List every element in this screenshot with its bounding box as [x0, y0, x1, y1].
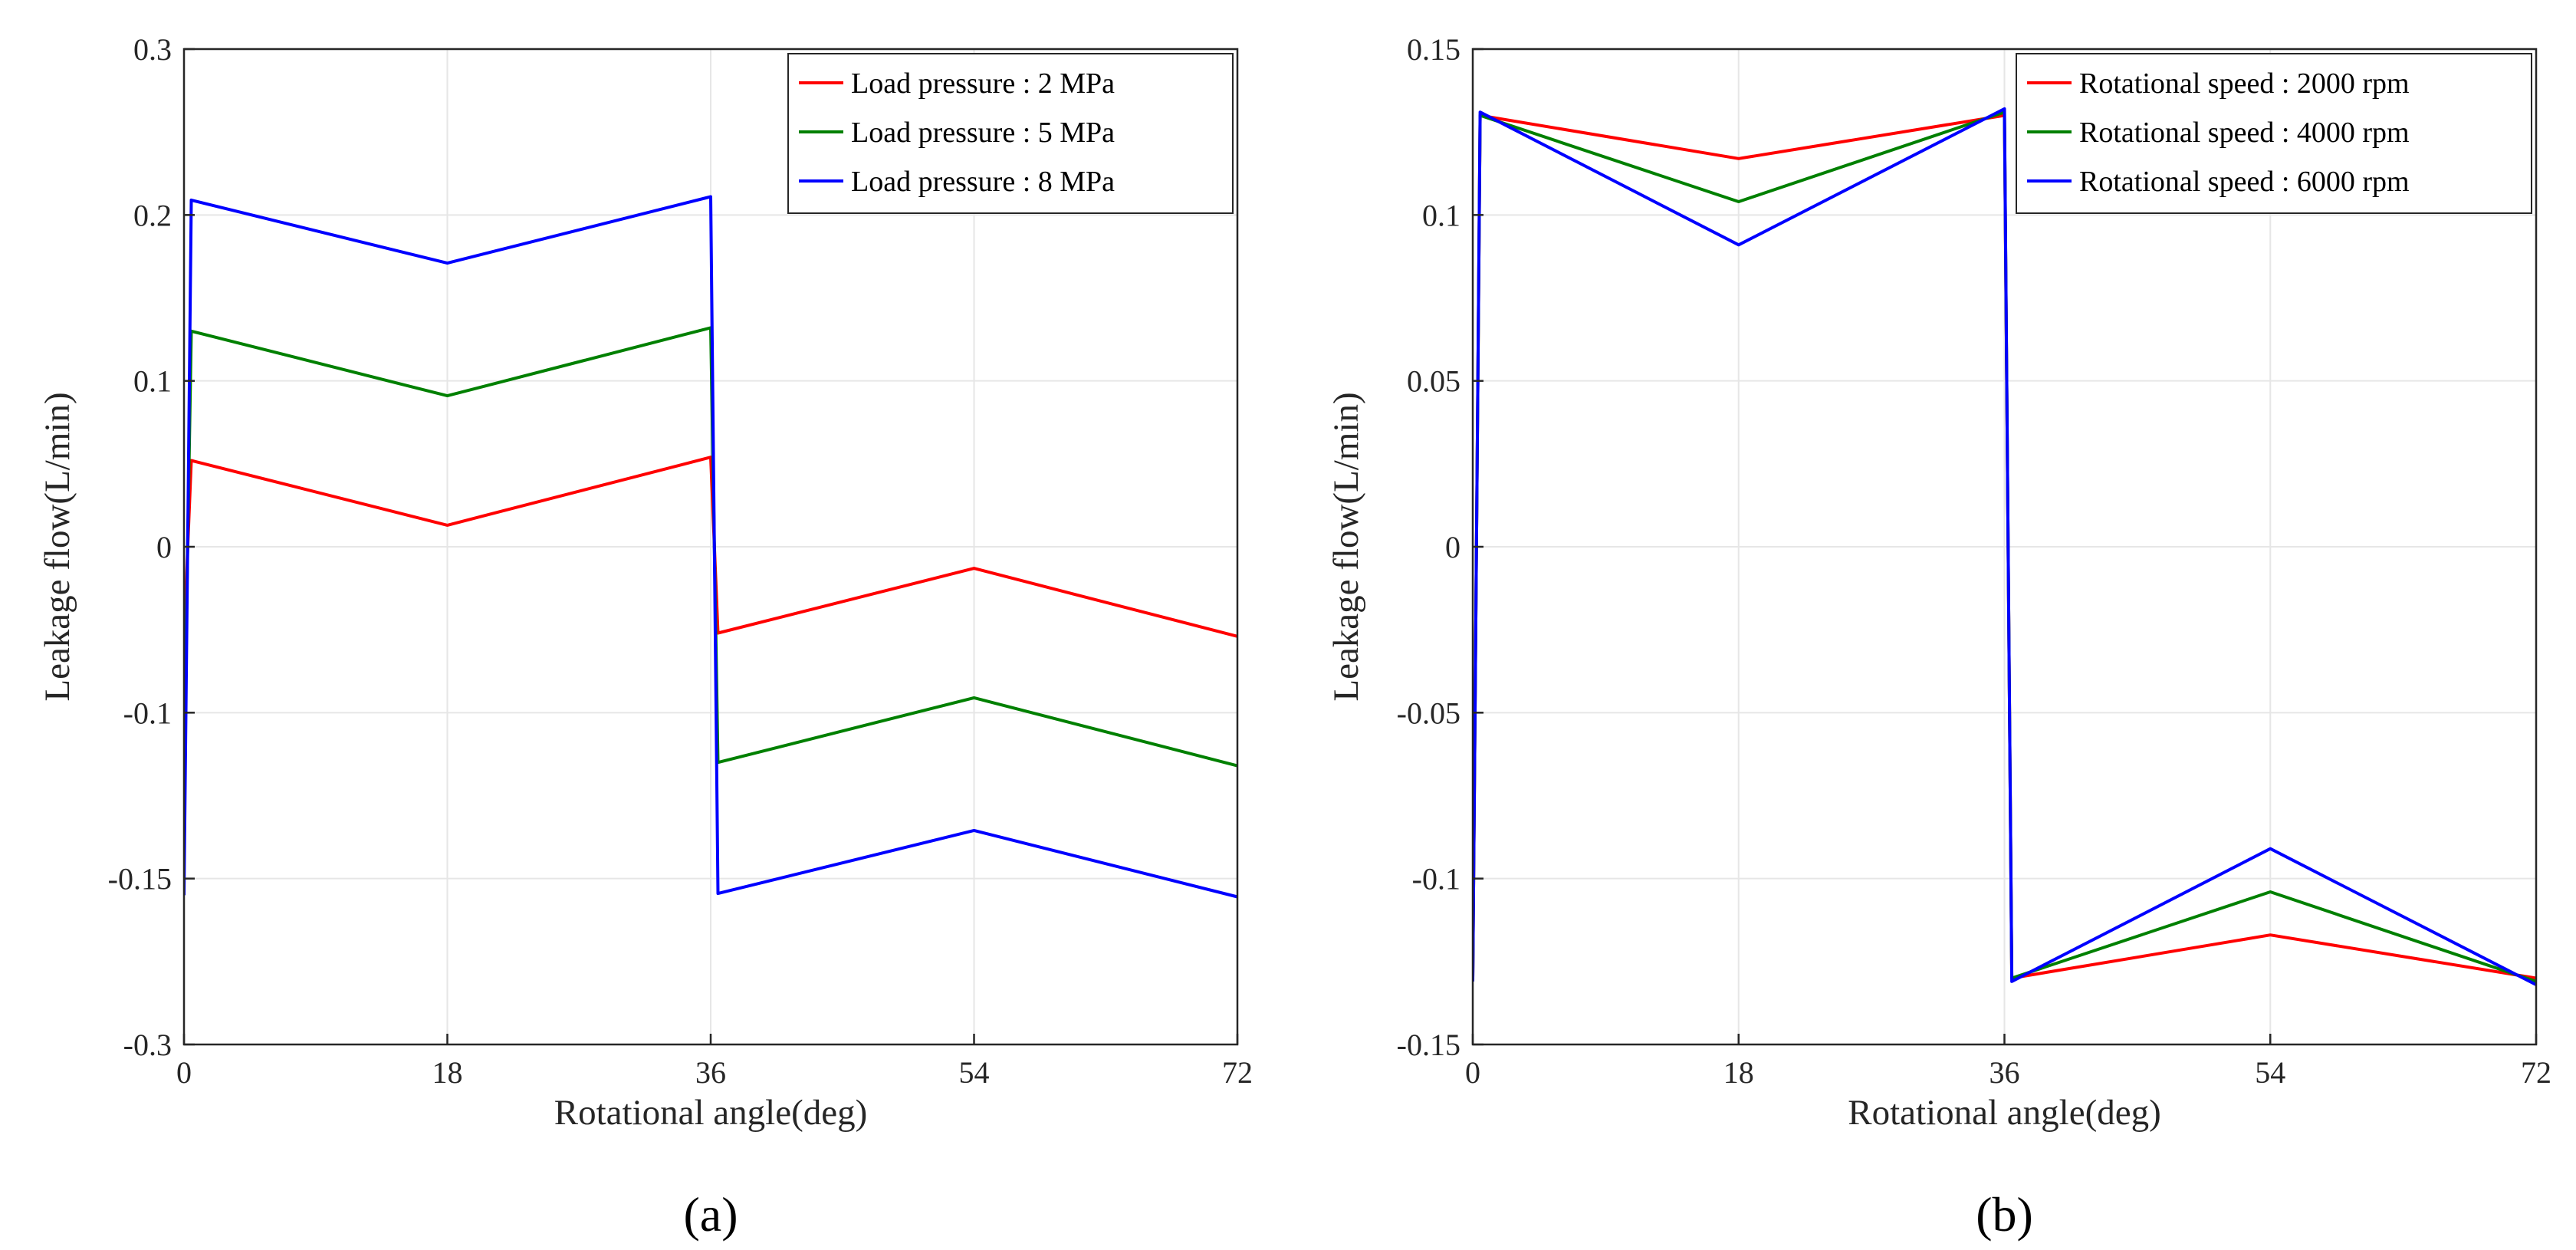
x-axis-label: Rotational angle(deg)	[554, 1093, 868, 1133]
y-axis-label: Leakage flow(L/min)	[1326, 392, 1366, 701]
legend-entry: Rotational speed : 6000 rpm	[2079, 166, 2410, 198]
y-tick-label: 0.1	[1422, 198, 1460, 232]
y-tick-label: -0.3	[123, 1028, 172, 1062]
legend-box	[787, 53, 1234, 214]
legend-entry: Load pressure : 2 MPa	[851, 67, 1115, 100]
series-line-3	[184, 195, 1237, 899]
x-tick-label: 18	[1723, 1055, 1754, 1090]
legend: Rotational speed : 2000 rpm Rotational sp…	[2016, 53, 2532, 214]
panel-label: (a)	[683, 1187, 738, 1242]
x-tick-label: 0	[1465, 1055, 1480, 1090]
y-tick-label: -0.1	[123, 696, 172, 730]
legend-entry: Rotational speed : 2000 rpm	[2079, 67, 2410, 100]
y-tick-label: -0.1	[1412, 862, 1460, 896]
x-tick-label: 0	[176, 1055, 192, 1090]
y-tick-label: 0.3	[133, 32, 172, 67]
legend-entry: Load pressure : 8 MPa	[851, 166, 1115, 198]
legend: Load pressure : 2 MPa Load pressure : 5 M…	[787, 53, 1234, 214]
y-axis-label: Leakage flow(L/min)	[38, 392, 77, 701]
x-axis-label: Rotational angle(deg)	[1848, 1093, 2161, 1133]
legend-entry: Load pressure : 5 MPa	[851, 117, 1115, 149]
y-tick-label: 0.15	[1407, 32, 1460, 67]
y-tick-label: 0.2	[133, 198, 172, 232]
series-line-1	[184, 456, 1237, 639]
legend-entry: Rotational speed : 4000 rpm	[2079, 117, 2410, 149]
series-line-3	[1473, 107, 2536, 986]
x-tick-label: 54	[959, 1055, 990, 1090]
x-tick-label: 54	[2255, 1055, 2285, 1090]
y-tick-label: 0.05	[1407, 364, 1460, 399]
y-tick-label: 0	[156, 530, 172, 564]
chart-panel-b: 0 18 36 54 72 -0.15 -0.1 -0.05 0 0.05 0.1 0.15 Rotat…	[1326, 32, 2551, 1242]
panel-label: (b)	[1976, 1187, 2033, 1242]
x-tick-label: 18	[432, 1055, 463, 1090]
x-tick-label: 36	[1990, 1055, 2020, 1090]
y-tick-label: -0.15	[108, 862, 172, 896]
x-tick-label: 72	[1222, 1055, 1253, 1090]
legend-box	[2016, 53, 2532, 214]
x-tick-label: 72	[2521, 1055, 2551, 1090]
y-tick-label: 0	[1445, 530, 1460, 564]
y-tick-label: 0.1	[133, 364, 172, 399]
chart-panel-a: 0 18 36 54 72 -0.3 -0.15 -0.1 0 0.1 0.2 0.3 Rotation…	[38, 32, 1253, 1242]
y-tick-label: -0.05	[1397, 696, 1460, 730]
x-tick-label: 36	[695, 1055, 726, 1090]
y-tick-label: -0.15	[1397, 1028, 1460, 1062]
